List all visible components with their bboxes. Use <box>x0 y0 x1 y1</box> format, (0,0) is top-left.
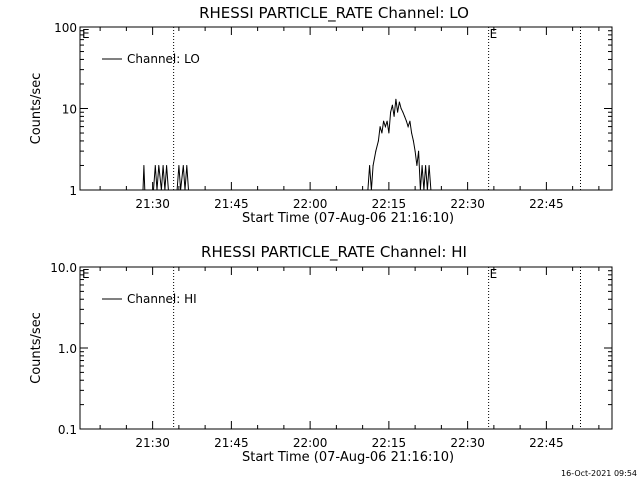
data-point <box>153 189 154 191</box>
chart-title: RHESSI PARTICLE_RATE Channel: HI <box>201 243 467 262</box>
data-point <box>421 164 423 166</box>
legend-label: Channel: LO <box>127 52 200 66</box>
data-point <box>412 140 414 142</box>
data-point <box>407 126 409 128</box>
data-point <box>158 164 160 166</box>
data-point <box>184 189 186 191</box>
y-tick-label: 1.0 <box>58 342 77 356</box>
left-marker-label: E <box>82 267 90 281</box>
data-point <box>402 111 404 113</box>
data-point <box>167 189 169 191</box>
data-point <box>143 164 145 166</box>
data-point <box>162 164 164 166</box>
data-point <box>164 189 166 191</box>
x-tick-label: 22:00 <box>293 197 328 211</box>
data-point <box>160 189 162 191</box>
x-tick-label: 22:45 <box>529 436 564 450</box>
y-tick-label: 0.1 <box>58 423 77 437</box>
data-point <box>425 164 427 166</box>
data-point <box>188 189 189 191</box>
data-point <box>388 132 390 134</box>
y-tick-label: 10 <box>62 103 77 117</box>
data-point <box>395 98 397 100</box>
data-point <box>166 164 168 166</box>
data-point <box>416 164 418 166</box>
data-point <box>405 120 407 122</box>
data-point <box>372 164 374 166</box>
data-point <box>186 164 188 166</box>
data-point <box>383 120 385 122</box>
data-point <box>391 104 393 106</box>
series-line-0 <box>138 99 435 191</box>
y-axis-label: Counts/sec <box>29 312 44 384</box>
data-point <box>414 150 416 152</box>
data-point <box>393 115 395 117</box>
data-point <box>397 111 399 113</box>
data-point <box>398 101 400 103</box>
data-point <box>423 189 425 191</box>
data-point <box>419 189 421 191</box>
data-point <box>433 189 435 191</box>
data-point <box>404 115 406 117</box>
data-point <box>146 189 148 191</box>
x-tick-label: 21:45 <box>214 436 249 450</box>
x-axis-label: Start Time (07-Aug-06 21:16:10) <box>242 450 454 465</box>
data-point <box>169 189 171 191</box>
data-point <box>386 120 388 122</box>
data-point <box>409 120 411 122</box>
x-axis-label: Start Time (07-Aug-06 21:16:10) <box>242 211 454 226</box>
x-tick-label: 22:00 <box>293 436 328 450</box>
data-point <box>369 164 371 166</box>
data-point <box>138 189 140 191</box>
data-point <box>411 132 413 134</box>
data-point <box>418 150 420 152</box>
data-point <box>142 189 144 191</box>
y-axis-label: Counts/sec <box>29 73 44 145</box>
y-tick-label: 1 <box>69 184 77 198</box>
y-tick-label: 100 <box>54 21 77 35</box>
data-point <box>390 111 392 113</box>
data-point <box>400 108 402 109</box>
data-point <box>144 189 146 191</box>
data-point <box>381 132 383 134</box>
x-tick-label: 22:30 <box>450 197 485 211</box>
hi-channel-panel: RHESSI PARTICLE_RATE Channel: HI Counts/s… <box>29 243 613 465</box>
data-point <box>156 189 158 191</box>
data-point <box>178 164 180 166</box>
data-point <box>370 189 372 191</box>
data-point <box>180 189 182 191</box>
x-tick-label: 22:15 <box>372 197 407 211</box>
legend-label: Channel: HI <box>127 292 197 306</box>
data-point <box>428 164 430 166</box>
y-tick-label: 10.0 <box>50 261 77 275</box>
data-point <box>375 150 377 152</box>
x-tick-label: 22:15 <box>372 436 407 450</box>
data-point <box>154 164 156 166</box>
x-tick-label: 22:45 <box>529 197 564 211</box>
x-tick-label: 22:30 <box>450 436 485 450</box>
chart-title: RHESSI PARTICLE_RATE Channel: LO <box>199 4 469 23</box>
x-tick-label: 21:30 <box>135 197 170 211</box>
vline-label: E <box>490 27 498 41</box>
x-tick-label: 21:30 <box>135 436 170 450</box>
data-point <box>426 189 428 191</box>
data-point <box>379 126 381 128</box>
data-point <box>367 189 369 191</box>
footer-timestamp: 16-Oct-2021 09:54 <box>561 469 637 478</box>
data-point <box>384 126 386 128</box>
data-point <box>182 164 184 166</box>
left-marker-label: E <box>82 27 90 41</box>
lo-channel-panel: RHESSI PARTICLE_RATE Channel: LO Counts/s… <box>29 4 613 226</box>
x-tick-label: 21:45 <box>214 197 249 211</box>
data-point <box>377 140 379 142</box>
vline-label: E <box>490 267 498 281</box>
data-point <box>176 189 178 191</box>
data-point <box>430 189 432 191</box>
